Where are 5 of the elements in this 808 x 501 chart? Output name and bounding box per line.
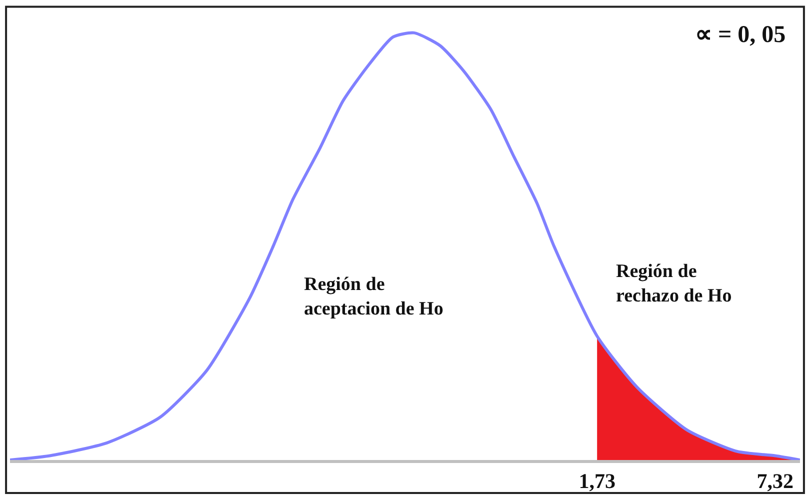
annotation: Región de aceptacion de Ho [304,274,444,320]
x-tick-label: 1,73 [578,469,616,494]
annotation: ∝ = 0, 05 [695,22,786,48]
x-tick-label: 7,32 [756,469,794,494]
annotation: Región de rechazo de Ho [616,261,732,307]
